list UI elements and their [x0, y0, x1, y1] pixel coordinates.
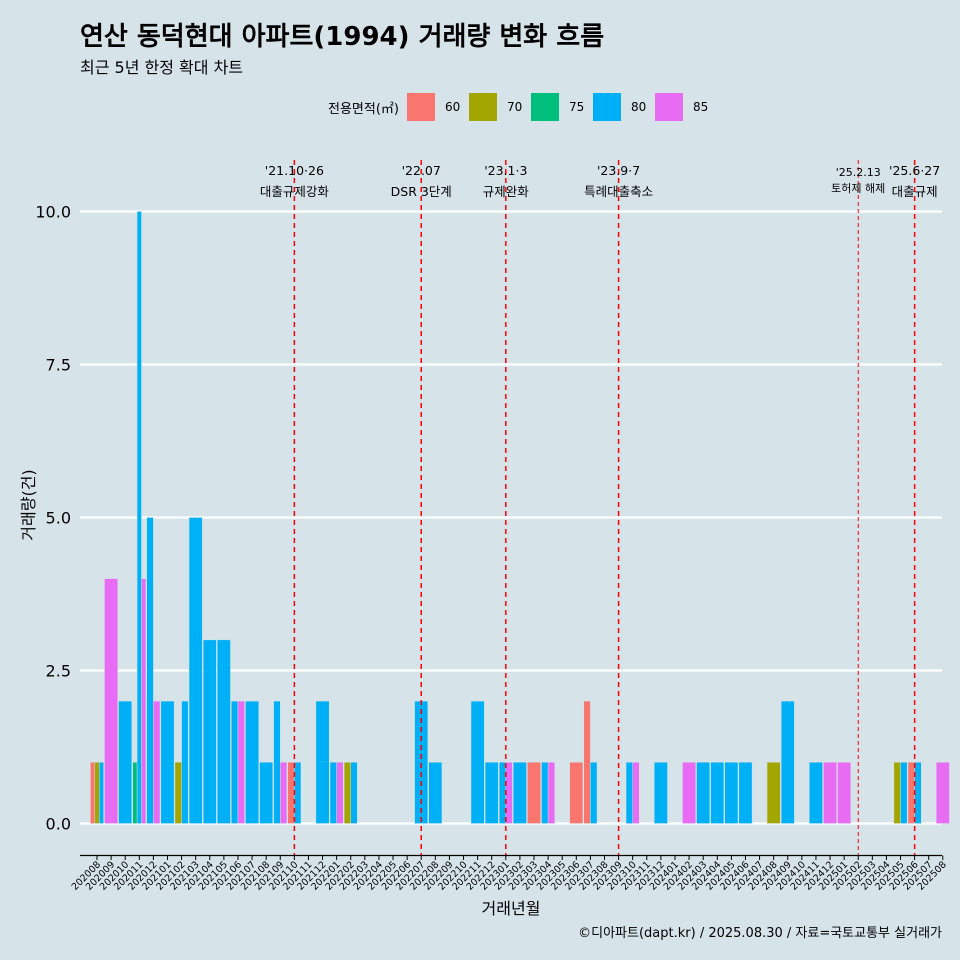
bar-60-202303 — [527, 762, 541, 824]
bar-85-202301 — [505, 762, 513, 824]
bar-60-202506 — [907, 762, 915, 824]
chart-caption: ©디아파트(dapt.kr) / 2025.08.30 / 자료=국토교통부 실… — [578, 926, 942, 941]
bar-80-202106 — [231, 700, 239, 824]
annotation-date: '23.9·7 — [597, 163, 640, 178]
bar-80-202010 — [118, 700, 132, 824]
bar-80-202411 — [809, 762, 823, 824]
bar-80-202107 — [245, 700, 259, 824]
annotation-date: '22.07 — [402, 163, 441, 178]
bar-70-202505 — [893, 762, 901, 824]
bar-85-202011 — [141, 578, 147, 824]
chart-subtitle: 최근 5년 한정 확대 차트 — [80, 58, 244, 77]
annotation-label: 대출규제 — [892, 184, 938, 199]
bar-80-202108 — [259, 762, 273, 824]
bar-85-202508 — [936, 762, 950, 824]
legend-label-70: 70 — [506, 100, 523, 114]
bar-80-202409 — [780, 700, 795, 824]
legend-item-70: 70 — [468, 93, 523, 121]
bar-80-202211 — [470, 700, 485, 824]
bar-80-202109 — [273, 700, 281, 824]
y-tick-label: 5.0 — [46, 509, 71, 528]
x-axis-title: 거래년월 — [482, 899, 541, 918]
bar-70-202008 — [94, 762, 100, 824]
bar-80-202302 — [513, 762, 527, 824]
bar-85-202402 — [682, 762, 696, 824]
bar-80-202103 — [188, 517, 203, 824]
bar-80-202404 — [710, 762, 725, 824]
bar-60-202307 — [583, 700, 591, 824]
bar-80-202105 — [217, 639, 231, 824]
bar-80-202012 — [146, 517, 154, 824]
bar-80-202008 — [98, 762, 104, 824]
bar-85-202501 — [837, 762, 851, 824]
annotation-date: '25.2.13 — [836, 166, 881, 179]
legend-swatch-85 — [654, 93, 683, 121]
y-axis-title: 거래량(건) — [19, 469, 38, 540]
bar-80-202312 — [654, 762, 668, 824]
annotation-label: 특례대출축소 — [584, 184, 653, 199]
bar-75-202011 — [132, 762, 138, 824]
bar-60-202110 — [287, 762, 295, 824]
bar-70-202408 — [766, 762, 781, 824]
bar-80-202112 — [315, 700, 330, 824]
bar-80-202101 — [160, 700, 175, 824]
bar-85-202106 — [237, 700, 245, 824]
legend-swatch-80 — [592, 93, 621, 121]
bar-60-202008 — [90, 762, 96, 824]
bar-80-202301 — [499, 762, 507, 824]
annotation-label: 규제완화 — [483, 184, 530, 199]
bar-70-202202 — [343, 762, 351, 824]
bar-85-202109 — [280, 762, 288, 824]
legend-label-60: 60 — [444, 100, 461, 114]
y-tick-label: 10.0 — [35, 203, 71, 222]
annotation-label: DSR 3단계 — [391, 184, 452, 199]
bar-80-202201 — [329, 762, 337, 824]
legend-swatch-60 — [406, 93, 435, 121]
bar-80-202505 — [900, 762, 908, 824]
legend-item-80: 80 — [592, 93, 647, 121]
bar-60-202306 — [569, 762, 584, 824]
annotation-label: 토허제 해제 — [831, 181, 885, 195]
annotation-date: '21.10·26 — [265, 163, 324, 178]
legend-item-85: 85 — [654, 93, 709, 121]
legend-swatch-70 — [468, 93, 497, 121]
legend-swatch-75 — [530, 93, 559, 121]
bar-80-202212 — [484, 762, 499, 824]
annotation-date: '23.1·3 — [484, 163, 527, 178]
annotation-label: 대출규제강화 — [260, 184, 330, 199]
legend-item-75: 75 — [530, 93, 585, 121]
annotation-date: '25.6·27 — [889, 163, 940, 178]
bar-80-202405 — [724, 762, 739, 824]
bar-80-202403 — [696, 762, 710, 824]
bar-85-202304 — [547, 762, 555, 824]
legend-label-75: 75 — [568, 100, 585, 114]
bar-80-202208 — [428, 762, 443, 824]
bar-80-202304 — [541, 762, 549, 824]
y-tick-label: 2.5 — [46, 662, 71, 681]
bar-80-202011 — [136, 211, 142, 824]
bar-80-202110 — [294, 762, 302, 824]
bar-80-202307 — [590, 762, 598, 824]
legend-item-60: 60 — [406, 93, 461, 121]
bar-85-202012 — [153, 700, 161, 824]
legend-title: 전용면적(㎡) — [328, 101, 399, 117]
bar-85-202201 — [336, 762, 344, 824]
legend-label-85: 85 — [692, 100, 709, 114]
legend-label-80: 80 — [630, 100, 647, 114]
bar-80-202406 — [738, 762, 753, 824]
bar-80-202102 — [181, 700, 189, 824]
bar-85-202412 — [823, 762, 837, 824]
bar-85-202009 — [104, 578, 118, 824]
y-tick-label: 7.5 — [46, 356, 71, 375]
legend: 전용면적(㎡) 60 70 75 80 85 — [328, 93, 717, 121]
y-tick-label: 0.0 — [46, 815, 71, 834]
bar-80-202104 — [202, 639, 217, 824]
chart-title: 연산 동덕현대 아파트(1994) 거래량 변화 흐름 — [80, 22, 605, 52]
bar-80-202202 — [350, 762, 358, 824]
bar-85-202310 — [632, 762, 640, 824]
bar-70-202102 — [174, 762, 182, 824]
bar-80-202310 — [625, 762, 633, 824]
bar-80-202506 — [914, 762, 922, 824]
